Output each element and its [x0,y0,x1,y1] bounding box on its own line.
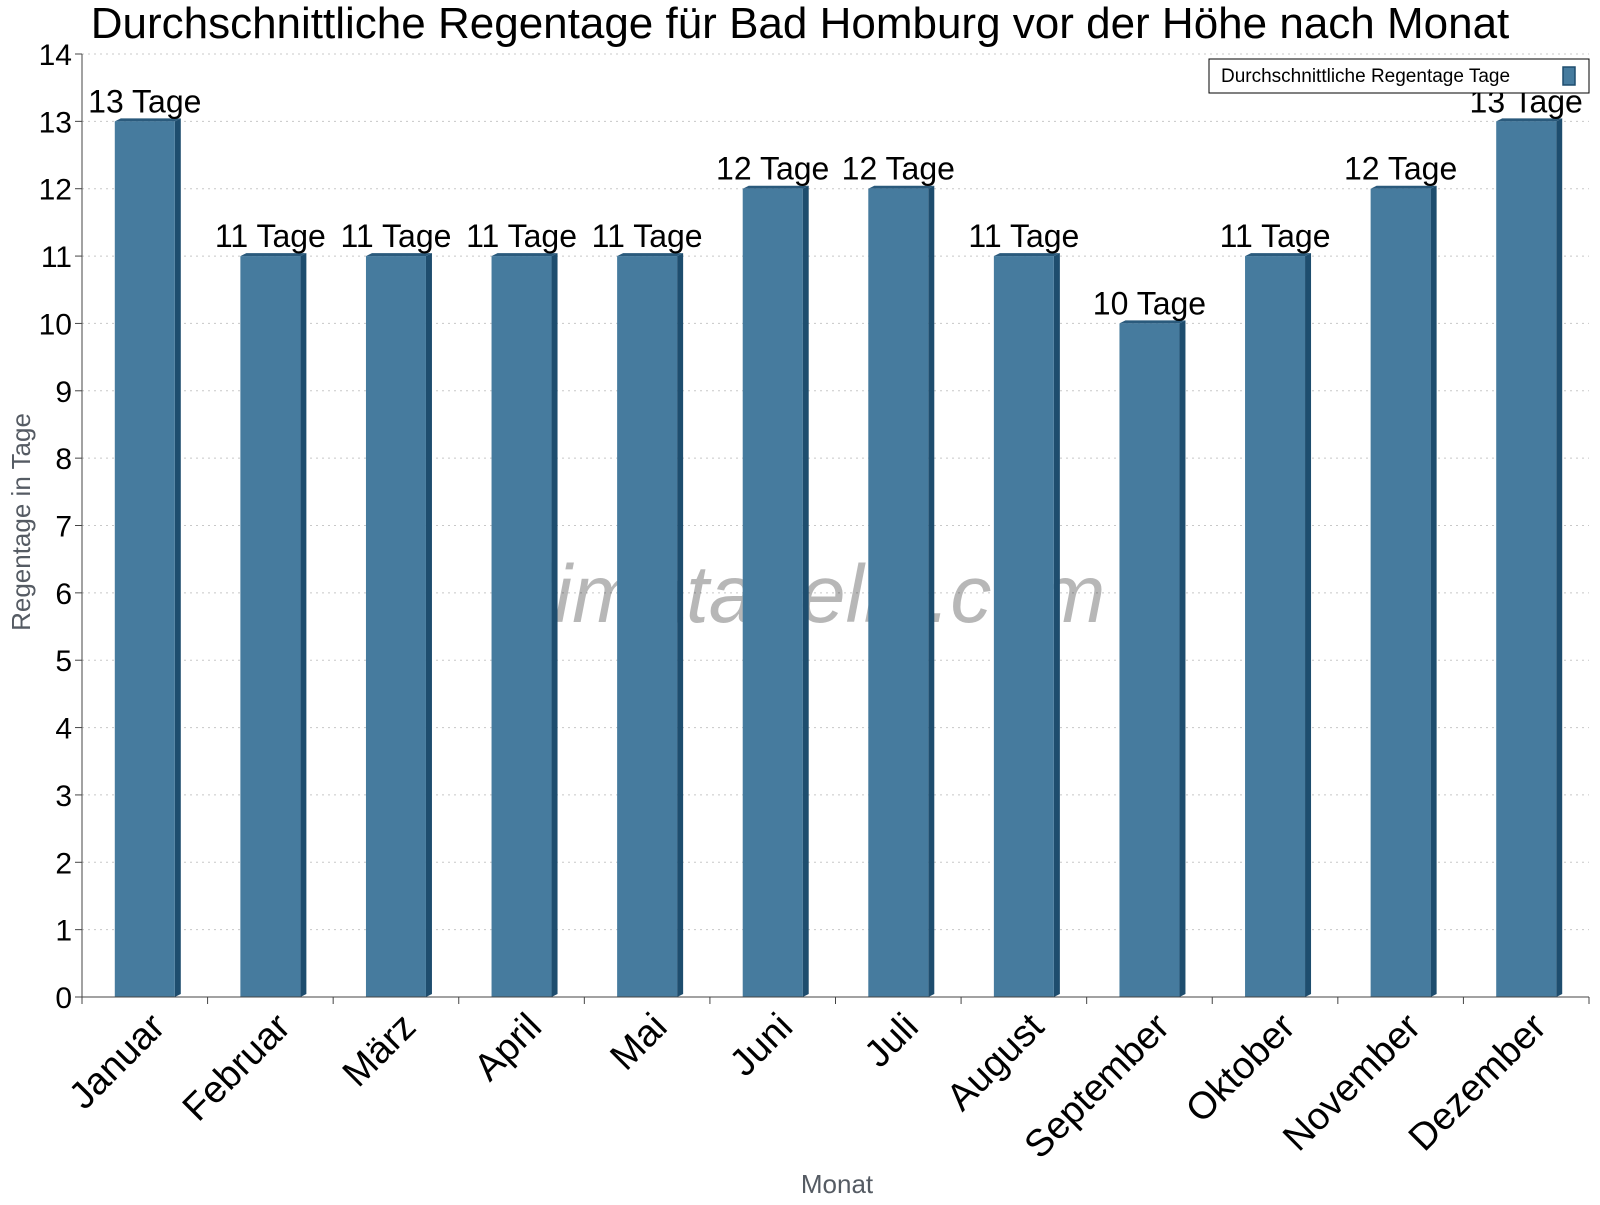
bar-side [174,118,181,998]
data-label: 11 Tage [466,218,577,254]
bar-top [993,253,1060,257]
y-tick-label: 8 [55,443,72,476]
data-labels: 13 Tage 11 Tage 11 Tage 11 Tage 11 Tage 12 Ta… [88,83,1583,321]
bar [1119,323,1180,997]
bar [114,121,175,998]
data-label: 11 Tage [215,218,326,254]
bar-top [868,185,935,189]
y-tick-label: 1 [55,915,72,948]
data-label: 13 Tage [88,83,201,119]
legend-swatch [1562,66,1576,86]
y-tick-label: 11 [41,241,72,274]
bar [1245,256,1306,998]
data-label: 10 Tage [1093,285,1206,321]
bar-side [677,253,684,998]
legend: Durchschnittliche Regentage Tage [1208,58,1590,94]
x-axis-title: Monat [801,1169,874,1199]
bar-top [491,253,558,257]
chart-title: Durchschnittliche Regentage für Bad Homb… [91,0,1510,48]
y-tick-label: 0 [55,982,72,1015]
bar-side [802,185,809,997]
bar [1370,188,1431,997]
bar-side [1556,118,1563,998]
bar [868,188,929,997]
bars [114,118,1563,998]
bar-top [114,118,181,122]
legend-label: Durchschnittliche Regentage Tage [1221,66,1510,87]
y-tick-label: 12 [39,174,72,207]
grid-lines [82,53,1589,931]
bar-side [425,253,432,998]
bar [1496,121,1557,998]
y-tick-label: 9 [55,376,72,409]
y-tick-label: 13 [39,106,72,139]
y-tick-label: 14 [39,39,72,72]
bar [240,256,301,998]
y-tick-label: 7 [55,511,72,544]
bar [742,188,803,997]
data-label: 12 Tage [842,151,955,187]
data-label: 11 Tage [968,218,1079,254]
data-label: 12 Tage [716,151,829,187]
data-label: 11 Tage [592,218,703,254]
bar [993,256,1054,998]
bar-top [365,253,432,257]
data-label: 12 Tage [1344,151,1457,187]
bar-top [1496,118,1563,122]
bar [617,256,678,998]
bar [365,256,426,998]
data-label: 11 Tage [340,218,451,254]
bar-top [1245,253,1312,257]
bar-side [1430,185,1437,997]
bar-side [300,253,307,998]
bar-side [551,253,558,998]
bar-side [1305,253,1312,998]
y-tick-label: 2 [55,847,72,880]
bar-top [617,253,684,257]
bar-side [1053,253,1060,998]
bar-side [928,185,935,997]
y-tick-label: 10 [39,308,72,341]
bar-top [1119,320,1186,324]
legend-box [1208,58,1590,94]
y-tick-label: 4 [55,713,72,746]
y-tick-label: 6 [55,578,72,611]
y-tick-label: 5 [55,645,72,678]
bar-top [1370,185,1437,189]
bar [491,256,552,998]
bar-top [742,185,809,189]
y-tick-label: 3 [55,780,72,813]
bar-top [240,253,307,257]
bar-side [1179,320,1186,997]
data-label: 11 Tage [1220,218,1331,254]
y-axis-title: Regentage in Tage [6,413,36,631]
